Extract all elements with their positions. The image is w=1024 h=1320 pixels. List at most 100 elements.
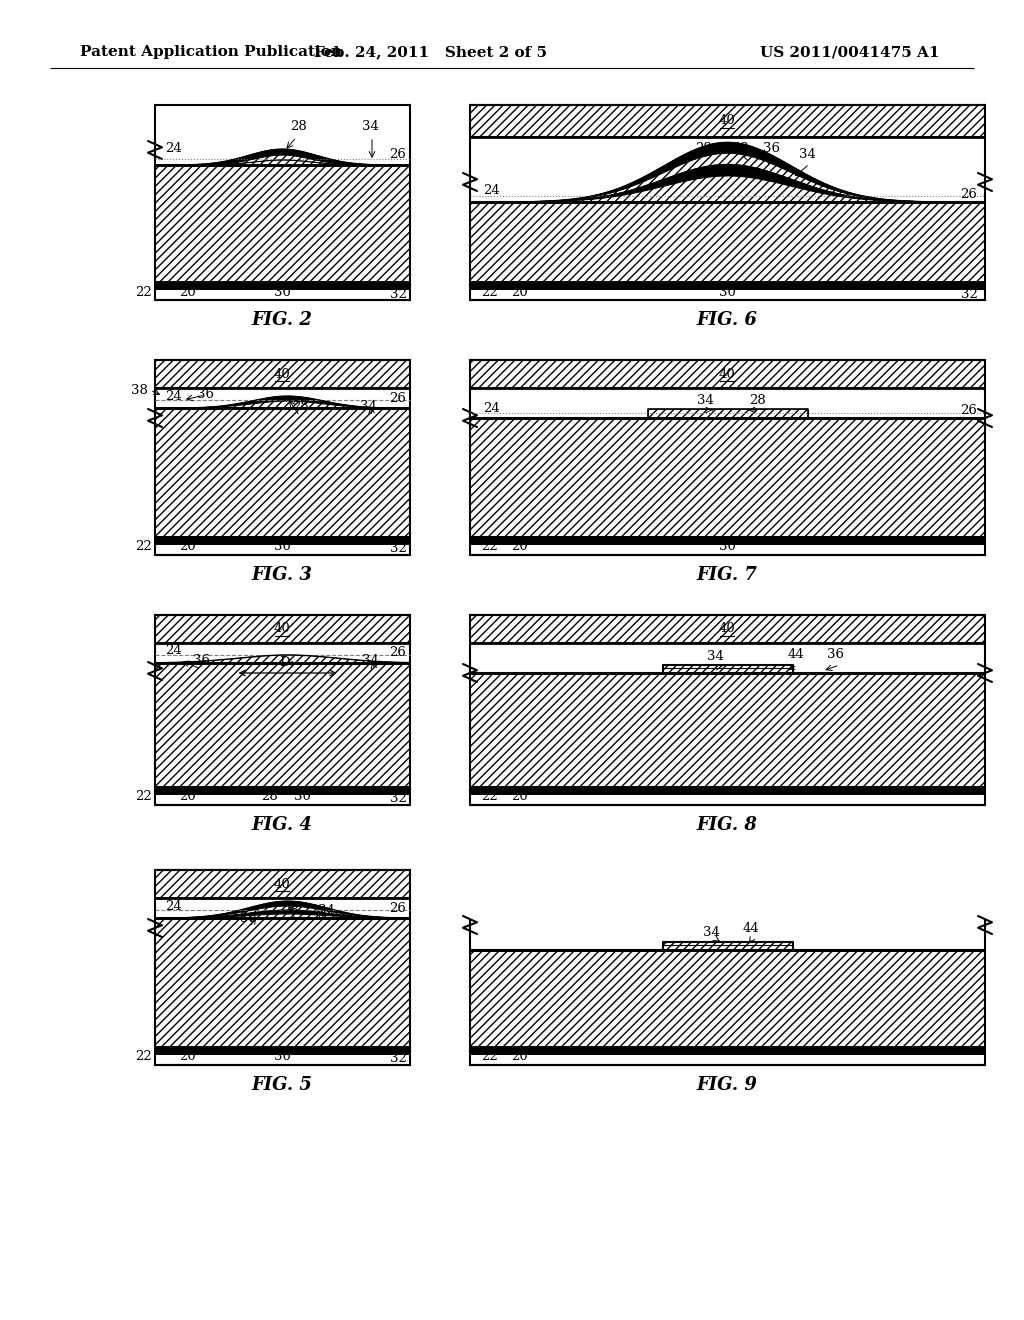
Text: FIG. 5: FIG. 5 <box>252 1076 312 1094</box>
Text: 22: 22 <box>134 791 152 804</box>
Text: 20: 20 <box>178 791 196 804</box>
Bar <box>470 950 985 1047</box>
Text: D₁: D₁ <box>280 656 296 669</box>
Text: 30: 30 <box>719 285 736 298</box>
Text: 32: 32 <box>961 288 978 301</box>
Text: FIG. 9: FIG. 9 <box>696 1076 758 1094</box>
Bar <box>470 282 985 289</box>
Text: 36: 36 <box>193 655 210 668</box>
Text: 38: 38 <box>131 384 147 396</box>
Bar <box>155 165 410 282</box>
Text: 28: 28 <box>283 903 299 916</box>
Text: 34: 34 <box>702 925 720 939</box>
Bar <box>470 787 985 795</box>
Text: 22: 22 <box>481 791 499 804</box>
Bar <box>155 1047 410 1053</box>
Text: 22: 22 <box>481 540 499 553</box>
Bar <box>470 360 985 388</box>
Text: 20: 20 <box>178 540 196 553</box>
Text: 20: 20 <box>512 285 528 298</box>
Text: 24: 24 <box>165 899 181 912</box>
Text: 24: 24 <box>483 401 501 414</box>
Text: 20: 20 <box>512 791 528 804</box>
Text: 28: 28 <box>291 120 307 133</box>
Text: 34: 34 <box>708 651 724 664</box>
Text: 32: 32 <box>389 543 407 556</box>
Text: 40: 40 <box>273 367 291 380</box>
Text: 36: 36 <box>197 388 214 401</box>
Bar <box>470 615 985 643</box>
Text: 40: 40 <box>719 623 735 635</box>
Text: 28: 28 <box>261 791 278 804</box>
Text: 34: 34 <box>360 400 377 412</box>
Bar <box>155 537 410 544</box>
Text: FIG. 4: FIG. 4 <box>252 816 312 834</box>
Text: 30: 30 <box>274 540 291 553</box>
Bar <box>155 282 410 289</box>
Text: 36: 36 <box>827 648 845 661</box>
Text: 32: 32 <box>389 1052 407 1065</box>
Text: 20: 20 <box>512 540 528 553</box>
Text: 34: 34 <box>697 393 715 407</box>
Text: 22: 22 <box>134 285 152 298</box>
Text: 36: 36 <box>763 143 779 156</box>
Bar <box>470 673 985 787</box>
Text: 40: 40 <box>719 367 735 380</box>
Text: FIG. 6: FIG. 6 <box>696 312 758 329</box>
Text: 20: 20 <box>178 285 196 298</box>
Text: 20: 20 <box>178 1051 196 1064</box>
Text: 30: 30 <box>294 791 311 804</box>
Text: 34: 34 <box>800 148 816 161</box>
Text: 40: 40 <box>273 878 291 891</box>
Bar <box>470 418 985 537</box>
Text: 22: 22 <box>481 285 499 298</box>
Text: FIG. 3: FIG. 3 <box>252 566 312 583</box>
Text: 40: 40 <box>719 115 735 128</box>
Bar <box>470 106 985 137</box>
Text: 24: 24 <box>165 143 181 156</box>
Bar <box>470 1047 985 1053</box>
Text: US 2011/0041475 A1: US 2011/0041475 A1 <box>760 45 939 59</box>
Text: 34: 34 <box>362 120 379 133</box>
Text: 30: 30 <box>274 285 291 298</box>
Bar <box>155 787 410 795</box>
Text: Patent Application Publication: Patent Application Publication <box>80 45 342 59</box>
Text: 26: 26 <box>389 647 407 660</box>
Bar <box>155 917 410 1047</box>
Text: 28: 28 <box>750 393 766 407</box>
Text: 24: 24 <box>165 644 181 657</box>
Text: 26: 26 <box>961 187 978 201</box>
Text: 44: 44 <box>787 648 804 661</box>
Text: 34: 34 <box>362 655 379 668</box>
Text: 42: 42 <box>732 143 750 156</box>
Bar <box>155 870 410 898</box>
Text: 22: 22 <box>134 1051 152 1064</box>
Text: FIG. 8: FIG. 8 <box>696 816 758 834</box>
Text: 30: 30 <box>719 540 736 553</box>
Text: 28: 28 <box>293 400 309 412</box>
Bar <box>155 615 410 643</box>
Text: 20: 20 <box>512 1051 528 1064</box>
Text: 44: 44 <box>742 921 759 935</box>
Text: 24: 24 <box>165 389 181 403</box>
Text: 28: 28 <box>695 143 713 156</box>
Text: FIG. 2: FIG. 2 <box>252 312 312 329</box>
Text: FIG. 7: FIG. 7 <box>696 566 758 583</box>
Text: 34: 34 <box>317 903 335 916</box>
Bar <box>155 408 410 537</box>
Text: 30: 30 <box>274 1051 291 1064</box>
Bar <box>155 663 410 787</box>
Text: 32: 32 <box>389 288 407 301</box>
Text: 40: 40 <box>273 623 291 635</box>
Bar <box>470 537 985 544</box>
Bar <box>155 360 410 388</box>
Text: 36: 36 <box>240 912 257 924</box>
Text: 26: 26 <box>389 149 407 161</box>
Text: 22: 22 <box>134 540 152 553</box>
Text: 26: 26 <box>389 902 407 915</box>
Text: 24: 24 <box>483 183 501 197</box>
Text: Feb. 24, 2011   Sheet 2 of 5: Feb. 24, 2011 Sheet 2 of 5 <box>313 45 547 59</box>
Bar <box>470 202 985 282</box>
Text: 22: 22 <box>481 1051 499 1064</box>
Text: 32: 32 <box>389 792 407 805</box>
